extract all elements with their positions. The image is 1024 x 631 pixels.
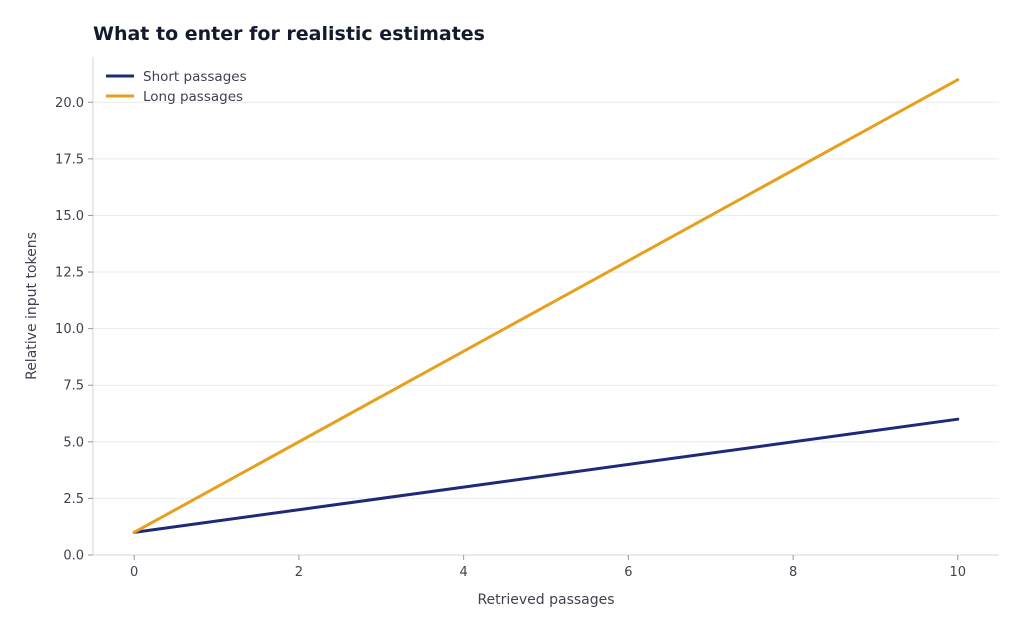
- y-tick-label: 7.5: [63, 379, 84, 394]
- x-axis-label: Retrieved passages: [477, 592, 614, 608]
- legend: Short passages Long passages: [106, 69, 247, 105]
- x-tick-label: 6: [624, 565, 632, 580]
- y-tick-label: 0.0: [63, 549, 84, 564]
- chart-title: What to enter for realistic estimates: [93, 23, 485, 45]
- grid: [93, 101, 999, 499]
- y-tick-label: 5.0: [63, 435, 84, 450]
- x-tick-label: 0: [130, 565, 138, 580]
- y-tick-label: 2.5: [63, 492, 84, 507]
- axes: [92, 57, 999, 556]
- series-lines: [132, 78, 960, 534]
- y-tick-label: 17.5: [55, 152, 84, 167]
- series-line-2: [132, 78, 960, 534]
- legend-label: Long passages: [143, 89, 243, 105]
- x-tick-label: 10: [950, 565, 967, 580]
- y-tick-label: 15.0: [55, 209, 84, 224]
- legend-label: Short passages: [143, 69, 247, 85]
- y-axis-label: Relative input tokens: [24, 232, 40, 380]
- ticks: 0.0 2.5 5.0 7.5 10.0 12.5 15.0 17.5 20.0 0 2 4 6 8 10: [55, 96, 966, 580]
- series-line-1: [132, 417, 960, 534]
- y-tick-label: 20.0: [55, 96, 84, 111]
- y-tick-label: 12.5: [55, 266, 84, 281]
- y-tick-label: 10.0: [55, 322, 84, 337]
- x-tick-label: 8: [789, 565, 797, 580]
- x-tick-label: 4: [459, 565, 467, 580]
- x-tick-label: 2: [295, 565, 303, 580]
